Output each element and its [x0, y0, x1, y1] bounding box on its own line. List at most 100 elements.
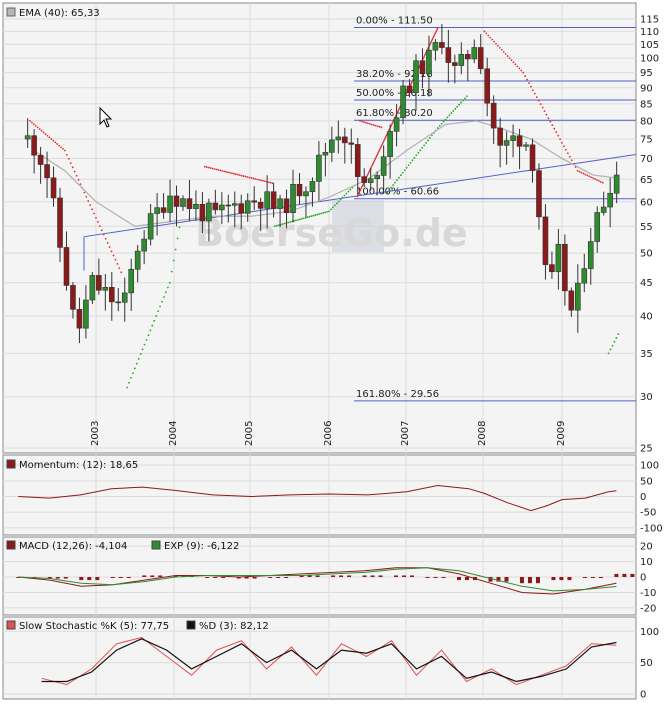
stochastic-panel	[2, 616, 637, 700]
sar-dot	[458, 103, 461, 106]
sar-dot	[262, 179, 264, 182]
stoch-k-legend-swatch	[6, 620, 16, 630]
macd-histogram-bar	[410, 575, 415, 577]
candle-body	[471, 47, 478, 60]
sar-dot	[528, 82, 530, 84]
candle-body	[270, 191, 277, 209]
sar-dot	[531, 89, 534, 92]
sar-dot	[347, 190, 350, 193]
sar-dot	[114, 258, 117, 261]
candle-body	[180, 198, 186, 207]
macd-histogram-bar	[173, 575, 178, 577]
price-tick-label: 45	[640, 278, 653, 289]
year-tick-label: 2005	[244, 421, 255, 446]
candle-body	[503, 140, 510, 146]
candle-body	[316, 154, 322, 182]
macd-tick-label: 0	[640, 573, 646, 584]
sar-dot	[108, 246, 111, 249]
sar-dot	[394, 181, 396, 184]
macd-histogram-bar	[276, 577, 281, 578]
sar-dot	[520, 69, 523, 72]
sar-dot	[168, 281, 171, 284]
sar-dot	[98, 225, 101, 228]
candle-body	[406, 85, 413, 93]
sar-dot	[67, 158, 70, 160]
sar-dot	[557, 134, 560, 137]
sar-dot	[436, 127, 439, 129]
candle-body	[147, 213, 154, 240]
sar-dot	[34, 124, 37, 127]
sar-dot	[219, 169, 222, 172]
sar-dot	[306, 216, 309, 219]
sar-dot	[365, 121, 367, 124]
sar-dot	[582, 172, 585, 175]
sar-dot	[464, 97, 466, 100]
sar-dot	[489, 36, 492, 39]
sar-dot	[500, 49, 503, 51]
support-trendline	[83, 153, 637, 238]
candle-body	[361, 176, 368, 183]
sar-dot	[598, 179, 600, 182]
sar-dot	[32, 123, 35, 126]
sar-dot	[231, 172, 233, 175]
macd-histogram-bar	[205, 577, 210, 578]
macd-histogram-bar	[339, 575, 344, 577]
sar-dot	[118, 267, 121, 270]
sar-dot	[539, 103, 542, 106]
sar-dot	[333, 204, 336, 207]
sar-dot	[36, 126, 39, 129]
sar-dot	[44, 133, 47, 135]
momentum-tick-label: 0	[640, 492, 646, 503]
sar-dot	[275, 224, 278, 227]
sar-dot	[485, 32, 488, 35]
macd-histogram-bar	[622, 573, 627, 577]
macd-histogram-bar	[402, 575, 407, 577]
fib-level-label: 50.00% - 86.18	[356, 88, 433, 99]
sar-dot	[543, 110, 546, 113]
sar-dot	[586, 174, 589, 177]
sar-dot	[141, 348, 144, 351]
macd-histogram-bar	[535, 577, 540, 584]
macd-histogram-bar	[55, 577, 60, 579]
candle-body	[31, 135, 37, 156]
sar-dot	[240, 174, 243, 177]
candle-body	[342, 136, 348, 144]
candle-body	[542, 216, 549, 265]
sar-dot	[324, 211, 327, 214]
sar-dot	[172, 259, 175, 262]
sar-dot	[52, 139, 55, 142]
sar-dot	[91, 208, 94, 211]
year-tick-label: 2004	[168, 421, 179, 446]
sar-dot	[563, 145, 565, 148]
sar-dot	[462, 99, 464, 102]
sar-dot	[248, 176, 251, 179]
candle-body	[529, 144, 536, 171]
sar-dot	[497, 44, 499, 47]
sar-dot	[269, 181, 272, 184]
candle-body	[199, 203, 206, 222]
macd-histogram-bar	[221, 577, 226, 578]
sar-dot	[62, 147, 64, 150]
sar-dot	[566, 152, 569, 155]
sar-dot	[227, 171, 229, 174]
grid-lines	[3, 3, 636, 699]
sar-dot	[506, 55, 509, 57]
sar-dot	[42, 131, 45, 134]
candle-body	[160, 207, 167, 213]
sar-dot	[163, 296, 165, 298]
candle-body	[231, 203, 238, 206]
sar-dot	[429, 137, 431, 139]
sar-dot	[318, 213, 321, 215]
macd-histogram-bar	[614, 573, 619, 577]
sar-dot	[615, 337, 618, 339]
sar-dot	[159, 305, 161, 308]
sar-dot	[361, 120, 363, 123]
sar-dot	[238, 174, 241, 177]
stoch-d-line	[41, 638, 617, 683]
price-tick-label: 75	[640, 135, 653, 146]
sar-dot	[570, 159, 573, 162]
sar-dot	[151, 324, 154, 327]
sar-dot	[298, 218, 301, 221]
sar-dot	[178, 226, 181, 229]
